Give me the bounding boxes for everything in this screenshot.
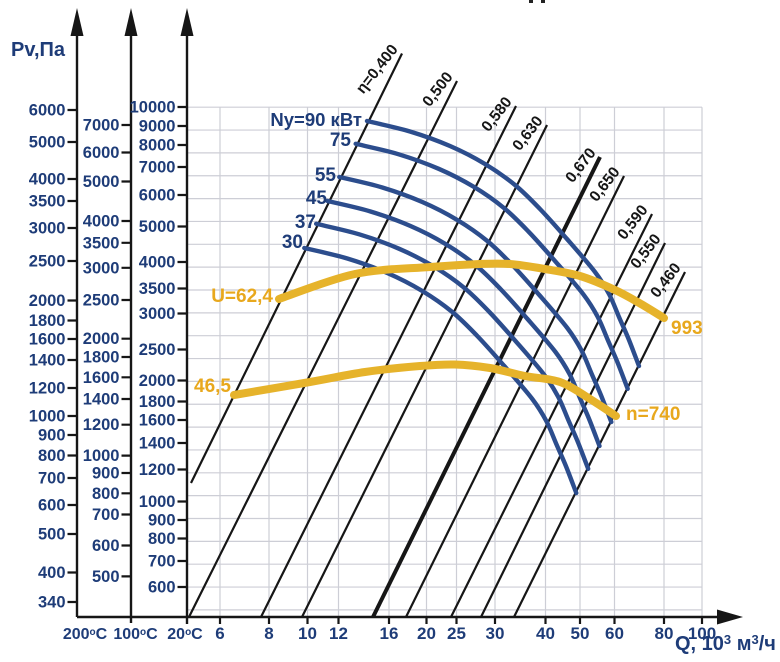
svg-text:7000: 7000 — [83, 117, 120, 135]
svg-text:50: 50 — [571, 624, 590, 643]
svg-text:Pv,Па: Pv,Па — [11, 39, 66, 61]
svg-text:1200: 1200 — [83, 416, 120, 434]
svg-text:200оС: 200оС — [63, 626, 108, 643]
svg-text:2500: 2500 — [29, 253, 66, 271]
svg-text:3500: 3500 — [83, 234, 120, 252]
svg-text:Q, 103 м3/ч: Q, 103 м3/ч — [675, 632, 776, 655]
svg-text:1400: 1400 — [139, 435, 176, 453]
svg-text:1000: 1000 — [139, 493, 176, 511]
svg-text:400: 400 — [38, 564, 66, 582]
svg-text:1600: 1600 — [139, 412, 176, 430]
svg-text:2500: 2500 — [83, 292, 120, 310]
svg-text:12: 12 — [329, 624, 348, 643]
svg-text:6000: 6000 — [83, 144, 120, 162]
svg-text:700: 700 — [148, 553, 176, 571]
svg-text:6000: 6000 — [29, 102, 66, 120]
svg-text:900: 900 — [38, 427, 66, 445]
svg-text:10000: 10000 — [130, 99, 176, 117]
svg-text:100оС: 100оС — [113, 626, 158, 643]
svg-text:U=62,4: U=62,4 — [211, 286, 273, 307]
svg-text:1800: 1800 — [139, 393, 176, 411]
svg-text:6000: 6000 — [139, 187, 176, 205]
svg-text:2000: 2000 — [29, 292, 66, 310]
svg-text:30: 30 — [282, 232, 303, 253]
svg-text:6: 6 — [215, 624, 224, 643]
svg-text:4000: 4000 — [139, 254, 176, 272]
svg-text:3000: 3000 — [139, 305, 176, 323]
svg-text:340: 340 — [38, 594, 66, 612]
svg-text:25: 25 — [447, 624, 466, 643]
svg-text:600: 600 — [38, 497, 66, 515]
svg-text:800: 800 — [92, 485, 120, 503]
svg-text:4000: 4000 — [83, 213, 120, 231]
svg-text:40: 40 — [536, 624, 555, 643]
svg-text:1000: 1000 — [83, 447, 120, 465]
svg-text:900: 900 — [148, 512, 176, 530]
svg-text:3000: 3000 — [29, 220, 66, 238]
svg-text:20: 20 — [417, 624, 436, 643]
svg-text:60: 60 — [605, 624, 624, 643]
svg-text:1800: 1800 — [83, 349, 120, 367]
svg-text:2000: 2000 — [83, 330, 120, 348]
svg-text:4000: 4000 — [29, 171, 66, 189]
svg-text:1600: 1600 — [29, 331, 66, 349]
svg-text:1000: 1000 — [29, 408, 66, 426]
svg-text:900: 900 — [92, 465, 120, 483]
svg-text:1600: 1600 — [83, 369, 120, 387]
svg-text:5000: 5000 — [29, 134, 66, 152]
svg-text:Ny=90 кВт: Ny=90 кВт — [270, 109, 362, 130]
svg-text:1400: 1400 — [83, 391, 120, 409]
svg-text:3500: 3500 — [139, 280, 176, 298]
svg-text:80: 80 — [655, 624, 674, 643]
svg-text:800: 800 — [148, 530, 176, 548]
svg-text:n=740: n=740 — [626, 404, 680, 425]
svg-text:993: 993 — [671, 318, 703, 339]
svg-text:1200: 1200 — [29, 380, 66, 398]
svg-text:1200: 1200 — [139, 461, 176, 479]
svg-text:5000: 5000 — [139, 218, 176, 236]
svg-text:3000: 3000 — [83, 259, 120, 277]
svg-text:600: 600 — [148, 579, 176, 597]
svg-text:700: 700 — [92, 506, 120, 524]
svg-text:55: 55 — [315, 165, 337, 186]
svg-text:700: 700 — [38, 470, 66, 488]
svg-text:1400: 1400 — [29, 352, 66, 370]
svg-text:45: 45 — [306, 188, 328, 209]
svg-text:37: 37 — [295, 212, 316, 233]
svg-text:5000: 5000 — [83, 173, 120, 191]
svg-text:10: 10 — [298, 624, 317, 643]
svg-text:16: 16 — [380, 624, 399, 643]
svg-text:7000: 7000 — [139, 159, 176, 177]
svg-text:9000: 9000 — [139, 118, 176, 136]
svg-text:20оС: 20оС — [167, 626, 203, 643]
svg-text:500: 500 — [38, 526, 66, 544]
svg-text:46,5: 46,5 — [194, 376, 231, 397]
svg-text:3500: 3500 — [29, 193, 66, 211]
svg-text:30: 30 — [486, 624, 505, 643]
svg-text:1800: 1800 — [29, 312, 66, 330]
svg-text:100: 100 — [688, 624, 716, 643]
svg-text:2000: 2000 — [139, 372, 176, 390]
svg-text:500: 500 — [92, 568, 120, 586]
svg-text:75: 75 — [330, 130, 352, 151]
svg-text:8000: 8000 — [139, 137, 176, 155]
svg-text:8: 8 — [264, 624, 273, 643]
svg-text:800: 800 — [38, 447, 66, 465]
svg-text:2500: 2500 — [139, 341, 176, 359]
svg-text:600: 600 — [92, 537, 120, 555]
